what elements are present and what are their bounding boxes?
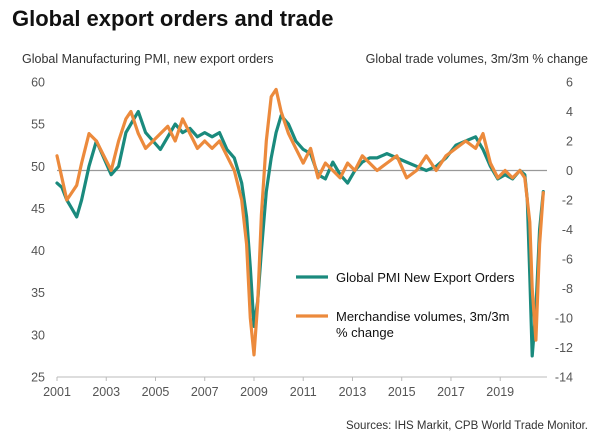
legend-label-trade: Merchandise volumes, 3m/3m% change — [336, 309, 509, 340]
x-tick-label: 2001 — [43, 385, 71, 399]
left-tick-label: 40 — [31, 244, 45, 258]
left-tick-label: 25 — [31, 371, 45, 385]
x-tick-label: 2011 — [290, 385, 317, 399]
left-tick-label: 60 — [31, 76, 45, 90]
left-axis-label: Global Manufacturing PMI, new export ord… — [22, 52, 274, 66]
right-tick-label: 4 — [566, 105, 573, 119]
right-tick-label: 2 — [566, 135, 573, 149]
x-tick-label: 2009 — [240, 385, 268, 399]
right-tick-label: -8 — [562, 282, 573, 296]
x-tick-label: 2015 — [388, 385, 416, 399]
right-tick-label: -6 — [562, 253, 573, 267]
right-tick-label: -12 — [555, 341, 573, 355]
right-tick-label: 0 — [566, 164, 573, 178]
source-note: Sources: IHS Markit, CPB World Trade Mon… — [345, 420, 588, 432]
axes-layer: 25 30 35 40 45 50 55 60 -14 -12 -10 -8 -6 -4 -2 0 2 4 6 200… — [31, 76, 573, 400]
chart-title: Global export orders and trade — [12, 6, 334, 31]
x-tick-label: 2003 — [92, 385, 120, 399]
series-line-trade — [55, 87, 545, 357]
left-tick-label: 30 — [31, 328, 45, 342]
x-tick-label: 2005 — [142, 385, 170, 399]
x-tick-label: 2013 — [339, 385, 367, 399]
right-tick-label: -14 — [555, 371, 573, 385]
left-tick-label: 50 — [31, 160, 45, 174]
left-tick-label: 45 — [31, 202, 45, 216]
left-tick-label: 35 — [31, 286, 45, 300]
right-tick-label: 6 — [566, 76, 573, 90]
right-tick-label: -4 — [562, 223, 573, 237]
right-tick-label: -10 — [555, 312, 573, 326]
left-tick-label: 55 — [31, 118, 45, 132]
legend: Global PMI New Export Orders Merchandise … — [296, 270, 515, 340]
x-tick-label: 2017 — [437, 385, 465, 399]
right-tick-label: -2 — [562, 194, 573, 208]
right-axis-label: Global trade volumes, 3m/3m % change — [365, 52, 588, 66]
series-layer — [55, 87, 545, 358]
x-tick-label: 2007 — [191, 385, 219, 399]
legend-label-pmi: Global PMI New Export Orders — [336, 270, 515, 285]
x-tick-label: 2019 — [486, 385, 514, 399]
